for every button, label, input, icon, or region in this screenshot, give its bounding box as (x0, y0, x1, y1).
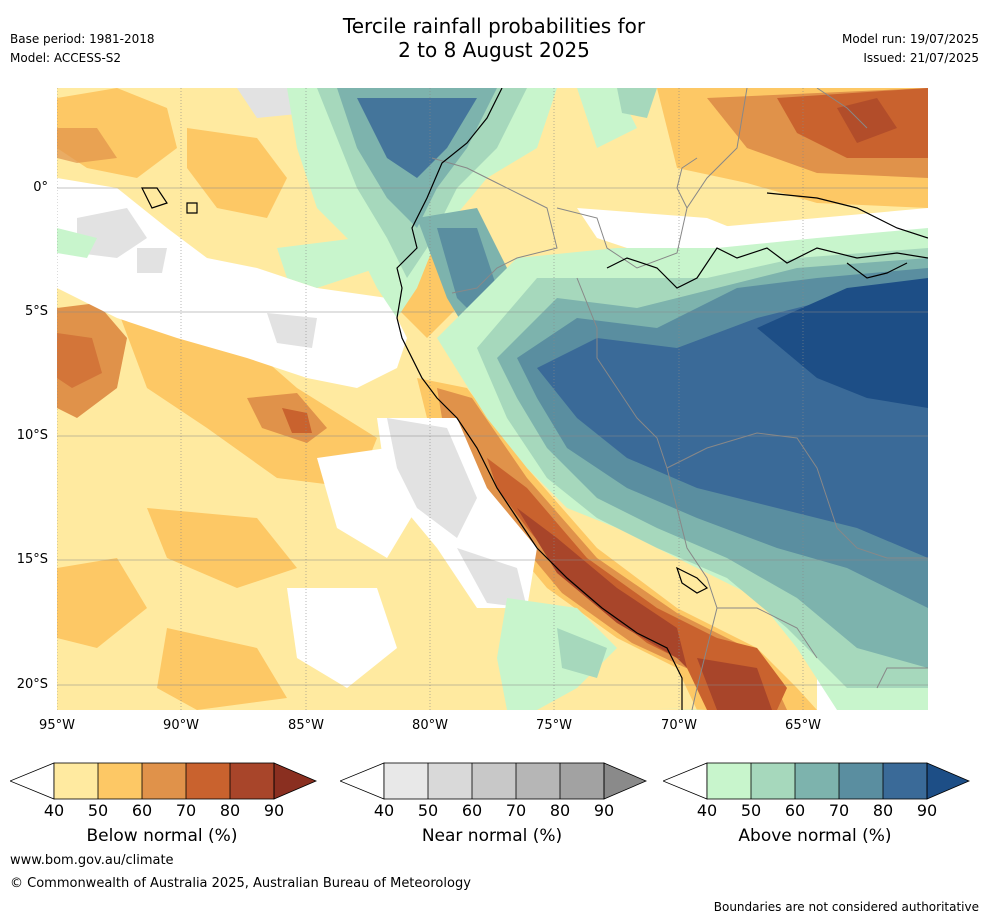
legend-swatch (54, 763, 98, 799)
legend-above-tick: 90 (916, 801, 938, 820)
lon-label-85w: 85°W (288, 718, 324, 733)
lon-label-75w: 75°W (536, 718, 572, 733)
legend-swatch (186, 763, 230, 799)
legend-swatch (795, 763, 839, 799)
lon-label-65w: 65°W (785, 718, 821, 733)
legend-above-tick: 40 (696, 801, 718, 820)
legend-below-tick: 60 (131, 801, 153, 820)
legend-swatch (751, 763, 795, 799)
legend-below-tick: 80 (219, 801, 241, 820)
legend-below-normal-bar (10, 762, 318, 800)
copyright-text: © Commonwealth of Australia 2025, Austra… (10, 876, 471, 891)
legend-below-title: Below normal (%) (86, 826, 238, 846)
legend-above-tick: 50 (740, 801, 762, 820)
legend-swatch (516, 763, 560, 799)
legend-swatch (273, 762, 318, 800)
legend-swatch (98, 763, 142, 799)
website-link[interactable]: www.bom.gov.au/climate (10, 853, 174, 868)
lat-label-10s: 10°S (16, 428, 48, 443)
legend-swatch (560, 763, 604, 799)
lat-label-15s: 15°S (16, 552, 48, 567)
above-normal-regions (57, 88, 928, 710)
title-line-1: Tercile rainfall probabilities for (342, 14, 646, 38)
probability-map (57, 88, 928, 710)
legend-near-tick: 70 (505, 801, 527, 820)
legend-near-tick: 40 (373, 801, 395, 820)
legend-above-normal-bar (663, 762, 971, 800)
model-text: Model: ACCESS-S2 (10, 51, 122, 65)
lon-label-95w: 95°W (39, 718, 75, 733)
page-title: Tercile rainfall probabilities for 2 to … (0, 14, 988, 62)
legend-above-title: Above normal (%) (738, 826, 892, 846)
disclaimer-text: Boundaries are not considered authoritat… (713, 900, 979, 914)
legend-near-tick: 50 (417, 801, 439, 820)
legend-near-tick: 60 (461, 801, 483, 820)
legend-swatch (926, 762, 971, 800)
coastline (141, 88, 928, 710)
issued-text: Issued: 21/07/2025 (863, 51, 979, 65)
legend-above-tick: 70 (828, 801, 850, 820)
lon-label-70w: 70°W (661, 718, 697, 733)
legend-above-tick: 60 (784, 801, 806, 820)
legend-below-tick: 50 (87, 801, 109, 820)
base-period-text: Base period: 1981-2018 (10, 32, 155, 46)
legend-near-title: Near normal (%) (421, 826, 563, 846)
lon-label-80w: 80°W (412, 718, 448, 733)
lat-label-0: 0° (33, 180, 48, 195)
legend-swatch (603, 762, 648, 800)
legend-near-normal-bar (340, 762, 648, 800)
legend-swatch (142, 763, 186, 799)
below-normal-regions (57, 88, 928, 710)
near-normal-regions (57, 88, 928, 710)
graticule (57, 88, 928, 710)
lon-label-90w: 90°W (163, 718, 199, 733)
title-line-2: 2 to 8 August 2025 (398, 38, 590, 62)
legend-near-tick: 80 (549, 801, 571, 820)
lat-label-20s: 20°S (16, 677, 48, 692)
legend-below-tick: 70 (175, 801, 197, 820)
country-borders (431, 88, 928, 710)
legend-swatch (428, 763, 472, 799)
legend-swatch (707, 763, 751, 799)
legend-near-tick: 90 (593, 801, 615, 820)
model-run-text: Model run: 19/07/2025 (841, 32, 979, 46)
legend-swatch (230, 763, 274, 799)
legend-above-tick: 80 (872, 801, 894, 820)
lat-label-5s: 5°S (24, 304, 48, 319)
legend-below-tick: 90 (263, 801, 285, 820)
legend-below-tick: 40 (43, 801, 65, 820)
legend-swatch (472, 763, 516, 799)
legend-swatch (839, 763, 883, 799)
legend-swatch (384, 763, 428, 799)
legend-swatch (883, 763, 927, 799)
